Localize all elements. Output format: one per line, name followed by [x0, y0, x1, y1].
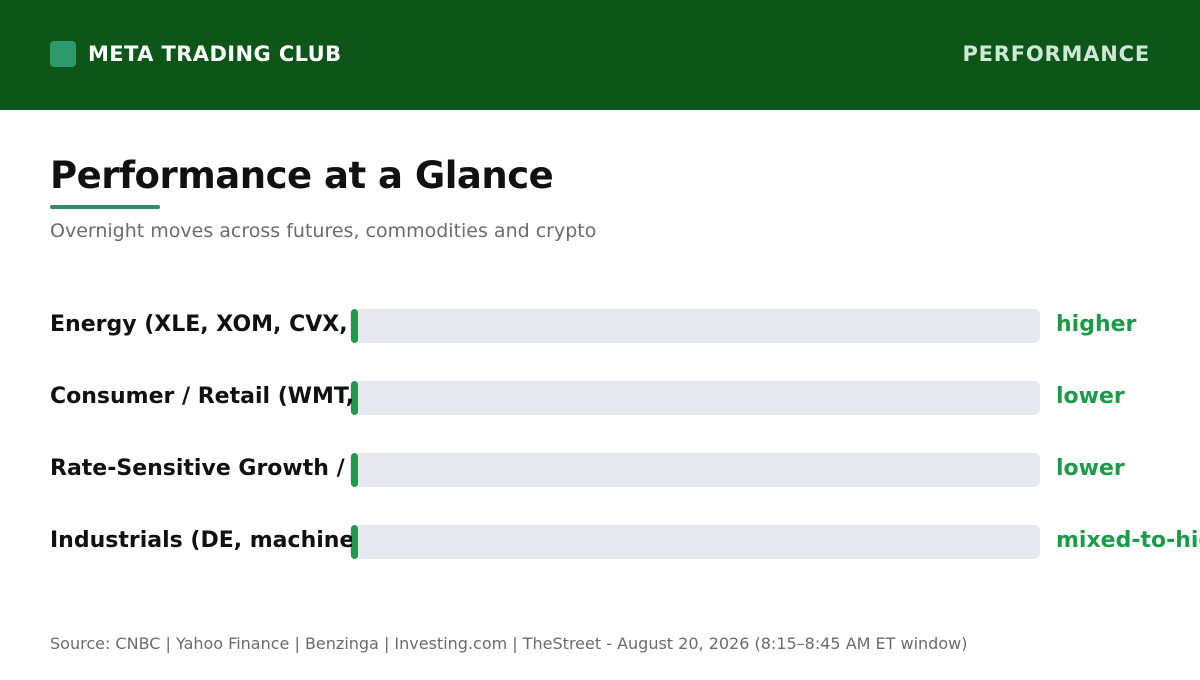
brand-name: META TRADING CLUB — [88, 42, 342, 66]
data-label: lower — [1056, 384, 1125, 409]
data-label: lower — [1056, 456, 1125, 481]
category-label: Rate-Sensitive Growth / Bi — [50, 456, 352, 481]
bar-marker — [351, 309, 358, 343]
chart-title: Performance at a Glance — [50, 154, 554, 197]
category-label: Industrials (DE, machinery — [50, 528, 352, 553]
bar-track — [350, 309, 1040, 343]
brand-logo-icon — [50, 41, 76, 67]
data-label: mixed-to-hig — [1056, 528, 1200, 553]
bar-marker — [351, 381, 358, 415]
header-bar: META TRADING CLUB PERFORMANCE — [0, 0, 1200, 110]
bar-marker — [351, 453, 358, 487]
source-note: Source: CNBC | Yahoo Finance | Benzinga … — [50, 634, 968, 653]
title-underline — [50, 205, 160, 209]
bar-track — [350, 453, 1040, 487]
bar-track — [350, 525, 1040, 559]
bar-marker — [351, 525, 358, 559]
data-label: higher — [1056, 312, 1137, 337]
category-label: Energy (XLE, XOM, CVX, o — [50, 312, 352, 337]
chart-subtitle: Overnight moves across futures, commodit… — [50, 220, 597, 242]
category-label: Consumer / Retail (WMT, T — [50, 384, 352, 409]
section-label: PERFORMANCE — [962, 42, 1150, 66]
bar-track — [350, 381, 1040, 415]
